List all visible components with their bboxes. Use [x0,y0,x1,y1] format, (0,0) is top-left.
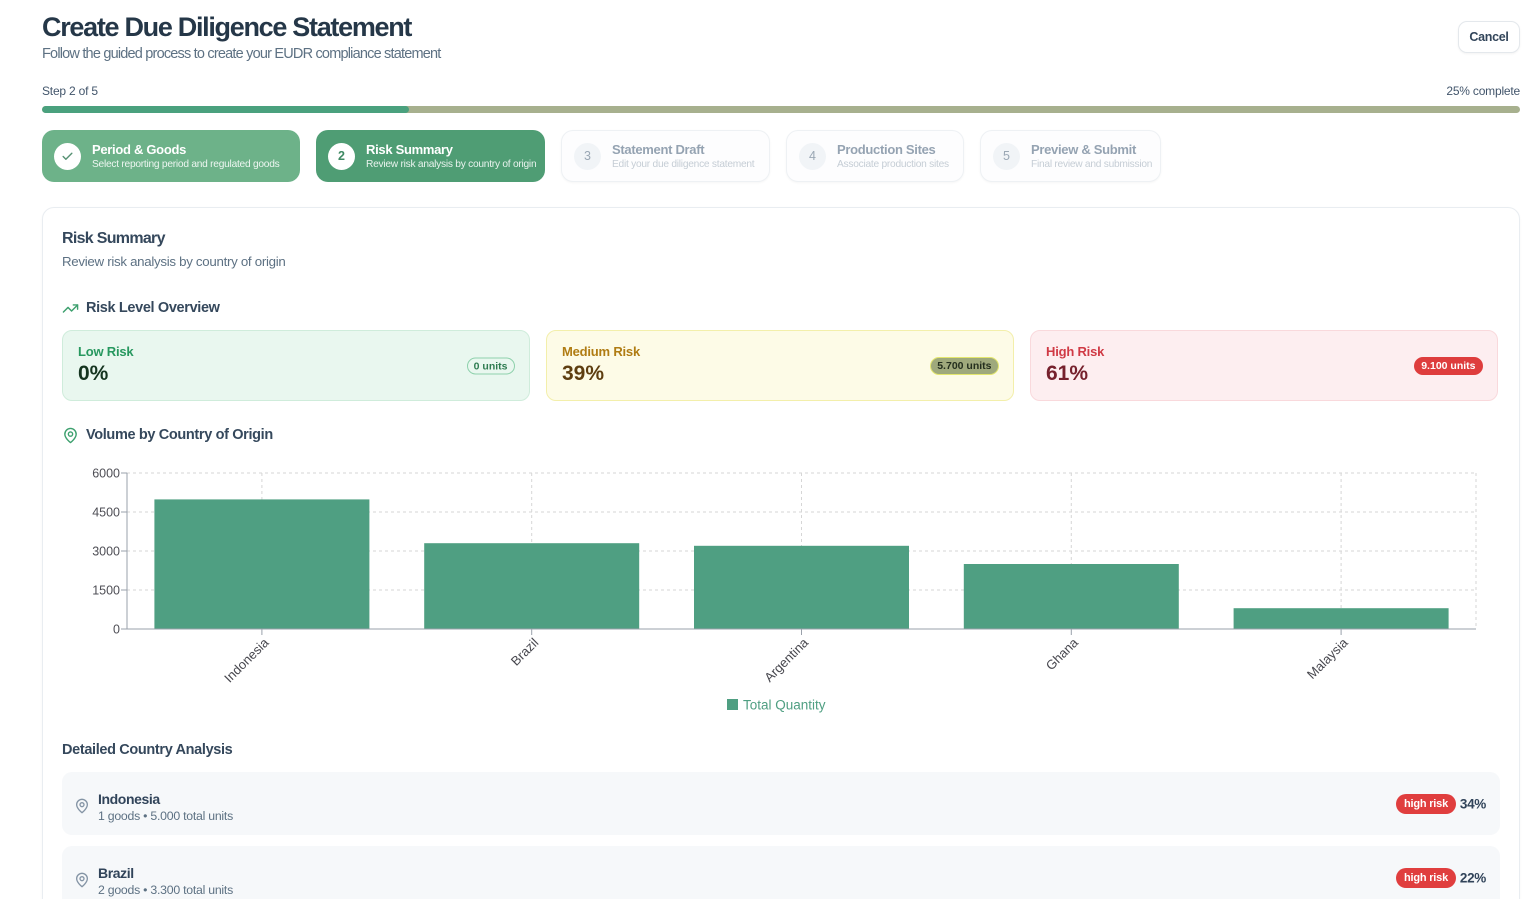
svg-text:Argentina: Argentina [761,634,812,685]
svg-text:0: 0 [113,622,120,636]
svg-text:Malaysia: Malaysia [1304,634,1351,681]
svg-text:6000: 6000 [92,466,120,480]
svg-text:Indonesia: Indonesia [221,634,272,685]
svg-text:4500: 4500 [92,505,120,519]
svg-text:Ghana: Ghana [1043,634,1082,673]
svg-text:1500: 1500 [92,583,120,597]
svg-text:Total Quantity: Total Quantity [743,698,826,713]
svg-text:3000: 3000 [92,544,120,558]
svg-text:Brazil: Brazil [508,635,542,669]
